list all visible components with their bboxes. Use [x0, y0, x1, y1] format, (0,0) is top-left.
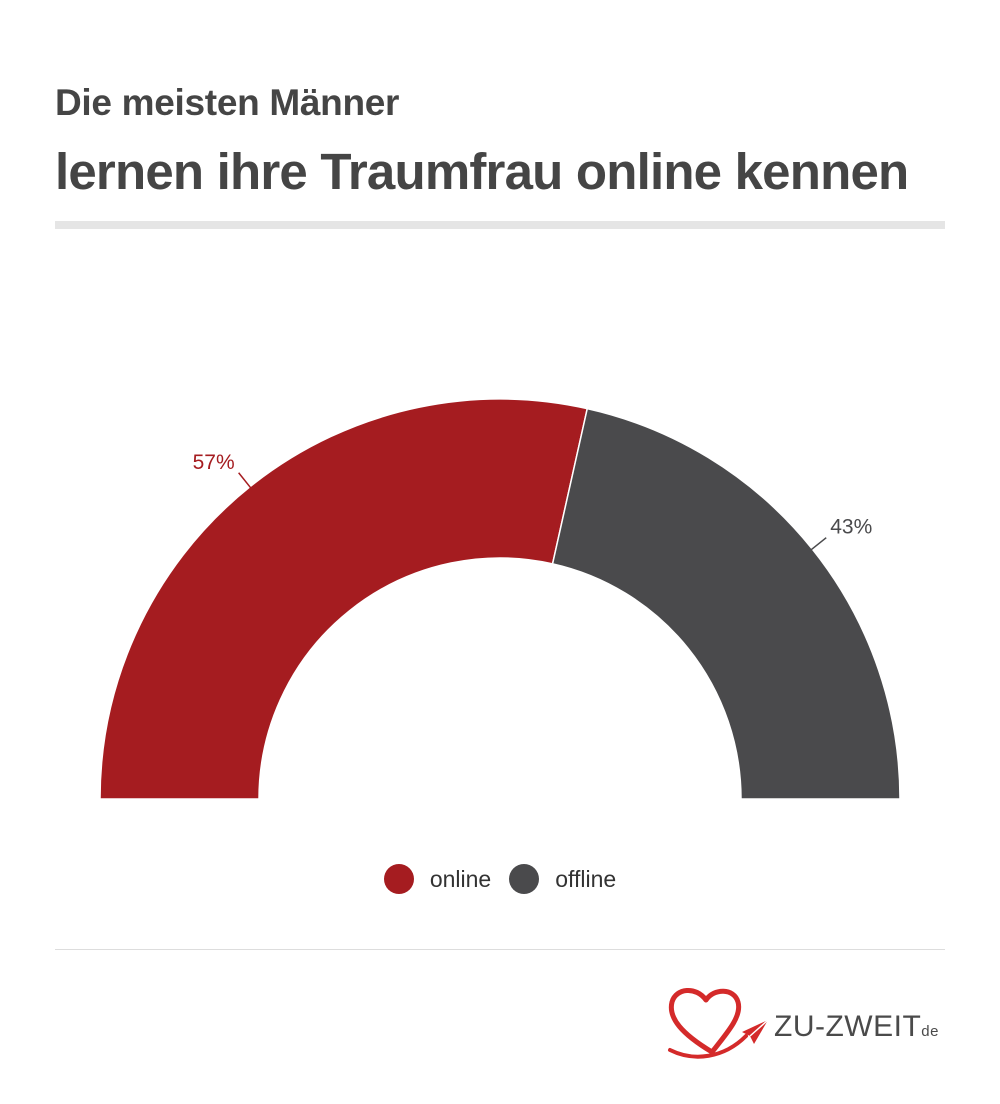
leader-line-offline	[809, 537, 827, 552]
legend-item-offline: offline	[509, 864, 616, 894]
legend-label-offline: offline	[555, 865, 617, 892]
data-label-online: 57%	[193, 451, 235, 474]
logo-name: ZU-ZWEIT	[774, 1010, 922, 1043]
zu-zweit-logo: ZU-ZWEITde	[664, 984, 944, 1064]
legend-label-online: online	[429, 865, 492, 892]
half-donut-chart: 57% 43%	[99, 398, 901, 800]
slice-offline	[551, 407, 901, 800]
data-label-offline: 43%	[830, 516, 872, 539]
title-divider	[55, 221, 945, 229]
chart-title-line1: Die meisten Männer	[55, 82, 400, 123]
legend-swatch-offline	[509, 864, 540, 894]
legend-swatch-online	[383, 864, 414, 894]
leader-line-online	[238, 472, 253, 490]
chart-legend: online offline	[0, 864, 1000, 894]
heart-paper-plane-icon	[668, 988, 769, 1059]
legend-item-online: online	[383, 864, 492, 894]
logo-wordmark: ZU-ZWEITde	[774, 1010, 939, 1044]
footer-divider	[55, 949, 945, 950]
slice-online	[99, 398, 589, 800]
chart-title-line2: lernen ihre Traumfrau online kennen	[55, 143, 909, 200]
logo-tld: de	[921, 1023, 939, 1040]
